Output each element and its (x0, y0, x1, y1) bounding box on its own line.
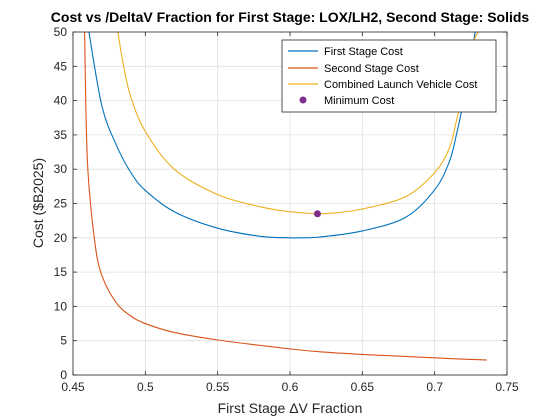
series-first-stage-cost (88, 31, 476, 239)
series-combined-launch-vehicle-cost (117, 31, 479, 215)
legend: First Stage Cost Second Stage Cost Combi… (281, 39, 497, 113)
x-tick-label: 0.5 (137, 380, 154, 394)
legend-label-minimum-cost: Minimum Cost (324, 95, 394, 107)
x-tick-label: 0.75 (495, 380, 519, 394)
minimum-cost-marker (313, 210, 321, 218)
legend-label-combined-cost: Combined Launch Vehicle Cost (324, 79, 477, 91)
legend-box (281, 39, 497, 113)
chart-title: Cost vs /DeltaV Fraction for First Stage… (51, 9, 530, 25)
y-tick-label: 30 (54, 162, 68, 176)
y-tick-label: 50 (54, 25, 68, 39)
y-tick-label: 20 (54, 231, 68, 245)
series-layer (84, 31, 487, 361)
y-axis-label: Cost ($B2025) (30, 158, 46, 248)
y-tick-label: 15 (54, 265, 68, 279)
legend-label-first-stage-cost: First Stage Cost (324, 46, 403, 58)
x-tick-label: 0.7 (426, 380, 443, 394)
ticks: 0.45 0.5 0.55 0.6 0.65 0.7 0.75 0 5 10 15 20 25 30 35 4… (54, 25, 519, 394)
x-tick-label: 0.45 (61, 380, 85, 394)
x-axis-label: First Stage ΔV Fraction (218, 400, 363, 416)
legend-label-second-stage-cost: Second Stage Cost (324, 63, 419, 75)
y-tick-label: 0 (60, 368, 67, 382)
x-tick-label: 0.55 (206, 380, 230, 394)
x-tick-label: 0.65 (351, 380, 375, 394)
y-tick-label: 35 (54, 128, 68, 142)
y-tick-label: 40 (54, 94, 68, 108)
y-tick-label: 5 (60, 334, 67, 348)
y-tick-label: 45 (54, 59, 68, 73)
y-tick-label: 25 (54, 197, 68, 211)
x-tick-label: 0.6 (282, 380, 299, 394)
series-second-stage-cost (84, 31, 487, 361)
y-tick-label: 10 (54, 299, 68, 313)
legend-swatch-minimum-cost (299, 96, 307, 104)
